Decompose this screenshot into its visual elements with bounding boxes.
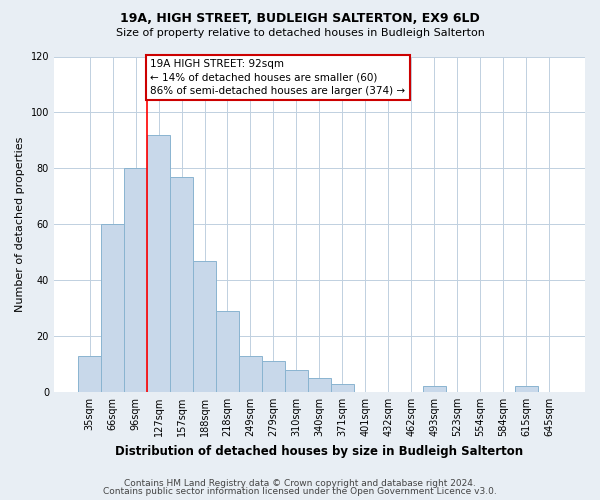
Bar [285, 370, 308, 392]
Bar [308, 378, 331, 392]
Bar [262, 361, 285, 392]
Bar [124, 168, 147, 392]
Bar [423, 386, 446, 392]
Bar [331, 384, 354, 392]
Bar [147, 135, 170, 392]
Bar [170, 176, 193, 392]
Bar [193, 260, 216, 392]
Text: Contains HM Land Registry data © Crown copyright and database right 2024.: Contains HM Land Registry data © Crown c… [124, 478, 476, 488]
Bar [101, 224, 124, 392]
Text: 19A, HIGH STREET, BUDLEIGH SALTERTON, EX9 6LD: 19A, HIGH STREET, BUDLEIGH SALTERTON, EX… [120, 12, 480, 26]
Text: 19A HIGH STREET: 92sqm
← 14% of detached houses are smaller (60)
86% of semi-det: 19A HIGH STREET: 92sqm ← 14% of detached… [151, 60, 406, 96]
Y-axis label: Number of detached properties: Number of detached properties [15, 136, 25, 312]
X-axis label: Distribution of detached houses by size in Budleigh Salterton: Distribution of detached houses by size … [115, 444, 524, 458]
Bar [239, 356, 262, 392]
Text: Size of property relative to detached houses in Budleigh Salterton: Size of property relative to detached ho… [116, 28, 484, 38]
Text: Contains public sector information licensed under the Open Government Licence v3: Contains public sector information licen… [103, 487, 497, 496]
Bar [515, 386, 538, 392]
Bar [216, 311, 239, 392]
Bar [78, 356, 101, 392]
